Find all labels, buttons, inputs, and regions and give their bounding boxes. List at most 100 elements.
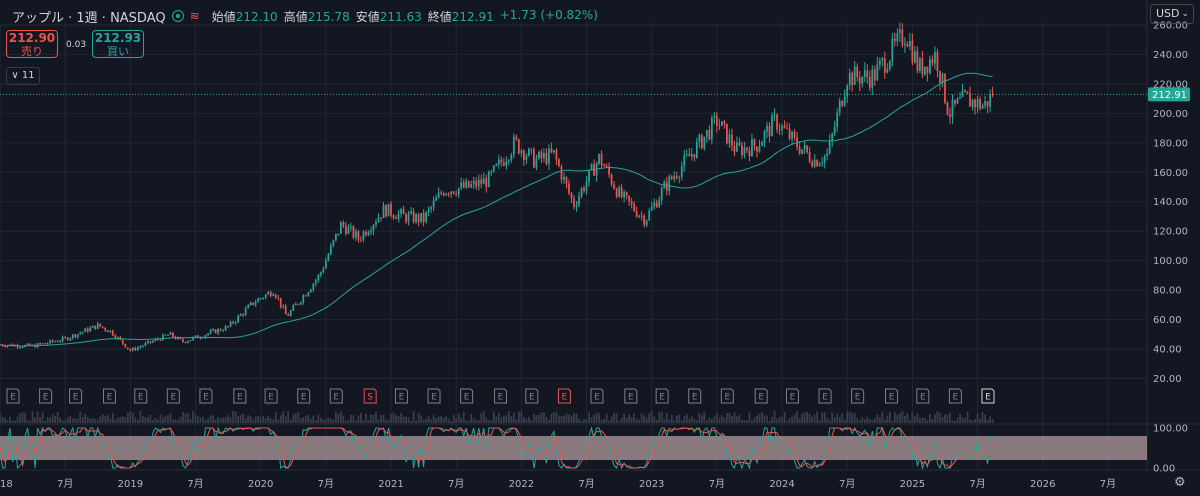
earnings-marker: E: [916, 388, 930, 404]
candle-body: [350, 226, 352, 228]
volume-bar: [302, 417, 305, 423]
candle-body: [314, 280, 317, 284]
candle-body: [613, 184, 615, 189]
volume-bar: [445, 416, 448, 423]
volume-bar: [535, 415, 538, 423]
candle-body: [778, 129, 781, 131]
earnings-marker-shape: [981, 388, 995, 404]
ohlc-values: 始値212.10 高値215.78 安値211.63 終値212.91 +1.7…: [212, 8, 598, 25]
volume-bar: [873, 418, 876, 423]
volume-bar: [793, 414, 796, 423]
volume-bar: [11, 420, 14, 423]
candle-body: [903, 43, 906, 46]
earnings-marker: E: [6, 388, 20, 404]
volume-bar: [598, 413, 600, 423]
earnings-marker-label: E: [855, 393, 861, 403]
volume-bar: [520, 411, 523, 423]
candle-body: [212, 329, 214, 331]
currency-select[interactable]: USD ⌄: [1150, 4, 1194, 24]
sell-label: 売り: [21, 45, 43, 58]
earnings-marker-label: E: [171, 393, 177, 403]
earnings-marker: E: [329, 388, 343, 404]
volume-bar: [322, 419, 325, 423]
volume-bar: [232, 411, 234, 423]
earnings-marker-label: E: [692, 393, 698, 403]
volume-bar: [152, 420, 154, 423]
volume-bar: [69, 415, 72, 423]
volume-bar: [623, 413, 626, 423]
candle-body: [495, 163, 498, 166]
symbol-title[interactable]: アップル · 1週 · NASDAQ: [12, 10, 166, 26]
candle-body: [111, 330, 114, 336]
earnings-marker-shape: [363, 388, 377, 404]
candle-body: [956, 98, 959, 104]
candle-body: [292, 305, 295, 311]
candle-body: [362, 231, 365, 240]
volume-bar: [224, 417, 227, 423]
volume-bar: [693, 418, 696, 423]
candle-body: [425, 212, 427, 222]
earnings-marker-shape: [948, 388, 962, 404]
volume-bar: [726, 413, 728, 423]
candle-body: [197, 335, 199, 339]
time-tick-label: 2019: [118, 479, 143, 490]
earnings-marker-label: E: [790, 393, 796, 403]
volume-bar: [512, 412, 515, 423]
earnings-marker-label: E: [10, 393, 16, 403]
candle-body: [437, 192, 440, 198]
sell-button[interactable]: 212.90 売り: [6, 30, 58, 58]
earnings-marker-shape: [233, 388, 247, 404]
time-tick-label: 7月: [969, 478, 985, 490]
candle-body: [989, 94, 991, 107]
candle-body: [352, 226, 355, 238]
candle-body: [911, 40, 914, 63]
volume-bar: [728, 413, 731, 423]
earnings-marker-shape: [916, 388, 930, 404]
candle-body: [861, 76, 864, 84]
volume-bar: [796, 411, 798, 423]
volume-bar: [467, 420, 470, 423]
market-status-icon[interactable]: [171, 10, 184, 22]
wave-icon[interactable]: ≋: [189, 9, 200, 23]
volume-bar: [437, 416, 440, 423]
volume-bar: [698, 412, 701, 423]
candle-body: [244, 308, 247, 315]
candle-body: [136, 347, 139, 351]
volume-bar: [249, 416, 252, 423]
volume-bar: [0, 414, 1, 423]
candle-body: [242, 314, 245, 316]
candle-body: [367, 232, 370, 236]
buy-button[interactable]: 212.93 買い: [92, 30, 144, 58]
volume-bar: [410, 420, 412, 423]
volume-bar: [390, 414, 392, 423]
volume-bar: [645, 417, 648, 423]
indicator-collapse-button[interactable]: ∨ 11: [6, 67, 40, 85]
volume-bar: [525, 419, 528, 423]
volume-bar: [26, 420, 29, 423]
candle-body: [94, 325, 97, 329]
gear-icon[interactable]: ⚙: [1174, 475, 1186, 490]
candle-body: [455, 193, 458, 195]
candle-body: [538, 151, 540, 159]
candle-body: [99, 323, 102, 327]
volume-bar: [41, 411, 44, 423]
candle-body: [365, 231, 367, 236]
earnings-marker-shape: [885, 388, 899, 404]
volume-bar: [818, 419, 821, 423]
volume-bar: [199, 417, 202, 423]
candle-body: [385, 205, 387, 217]
volume-bar: [202, 416, 204, 423]
candle-body: [645, 220, 648, 225]
volume-bar: [768, 420, 771, 423]
candle-body: [633, 203, 636, 211]
volume-bar: [954, 420, 956, 423]
volume-bar: [462, 411, 465, 423]
earnings-marker: E: [948, 388, 962, 404]
candle-body: [964, 90, 966, 92]
candle-body: [678, 176, 681, 178]
candle-body: [533, 149, 535, 168]
volume-bar: [294, 413, 297, 423]
candle-body: [462, 182, 465, 188]
volume-bar: [189, 418, 192, 423]
